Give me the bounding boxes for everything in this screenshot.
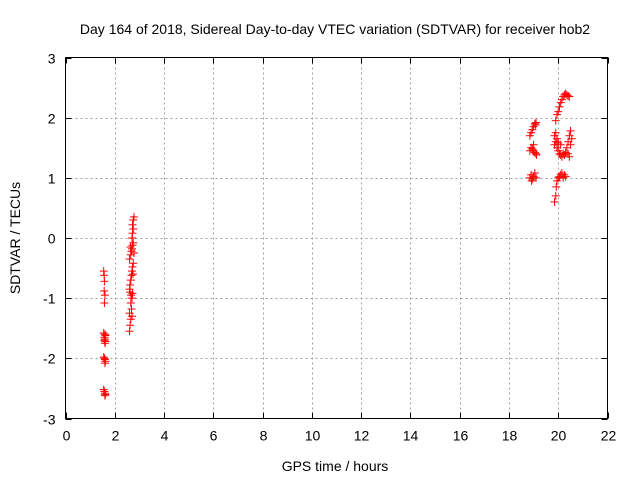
x-tick-label: 2 bbox=[112, 428, 120, 444]
data-point bbox=[527, 176, 536, 185]
data-point bbox=[551, 191, 560, 200]
data-point bbox=[551, 128, 560, 137]
x-tick-label: 12 bbox=[354, 428, 370, 444]
data-point bbox=[126, 298, 135, 307]
grid-layer bbox=[65, 57, 608, 419]
data-point bbox=[530, 169, 539, 178]
data-point bbox=[552, 182, 561, 191]
plot-frame bbox=[65, 57, 608, 419]
data-point bbox=[554, 107, 563, 116]
data-point bbox=[532, 150, 541, 159]
y-tick-label: -2 bbox=[43, 351, 56, 367]
marks-layer bbox=[99, 89, 576, 400]
data-point bbox=[126, 243, 135, 252]
data-point bbox=[530, 119, 539, 128]
data-point bbox=[567, 134, 576, 143]
data-point bbox=[100, 291, 109, 300]
x-axis-label: GPS time / hours bbox=[282, 458, 389, 474]
data-point bbox=[561, 172, 570, 181]
x-tick-label: 6 bbox=[210, 428, 218, 444]
data-point bbox=[550, 197, 559, 206]
data-point bbox=[126, 321, 135, 330]
data-point bbox=[129, 212, 138, 221]
data-point bbox=[100, 286, 109, 295]
data-point bbox=[565, 152, 574, 161]
data-point bbox=[125, 255, 134, 264]
data-point bbox=[129, 238, 138, 247]
data-point bbox=[560, 170, 569, 179]
data-point bbox=[552, 134, 561, 143]
data-point bbox=[532, 173, 541, 182]
data-point bbox=[551, 116, 560, 125]
x-tick-label: 8 bbox=[260, 428, 268, 444]
data-point bbox=[128, 220, 137, 229]
data-point bbox=[531, 120, 540, 129]
data-point bbox=[565, 92, 574, 101]
data-point bbox=[126, 250, 135, 259]
y-tick-label: -3 bbox=[43, 412, 56, 428]
data-point bbox=[566, 140, 575, 149]
chart-title: Day 164 of 2018, Sidereal Day-to-day VTE… bbox=[80, 21, 590, 37]
data-point bbox=[100, 298, 109, 307]
x-tick-label: 18 bbox=[502, 428, 518, 444]
y-axis-label: SDTVAR / TECUs bbox=[7, 182, 23, 294]
x-tick-label: 0 bbox=[63, 428, 71, 444]
y-tick-label: -1 bbox=[43, 291, 56, 307]
y-tick-label: 0 bbox=[48, 231, 56, 247]
data-point bbox=[566, 126, 575, 135]
data-point bbox=[127, 291, 136, 300]
data-point bbox=[556, 140, 565, 149]
data-point bbox=[126, 276, 135, 285]
y-tick-label: 3 bbox=[48, 51, 56, 67]
x-tick-label: 14 bbox=[403, 428, 419, 444]
data-point bbox=[129, 224, 138, 233]
data-point bbox=[100, 391, 109, 400]
data-point bbox=[128, 229, 137, 238]
x-tick-label: 10 bbox=[305, 428, 321, 444]
data-point bbox=[127, 304, 136, 313]
data-point bbox=[129, 249, 138, 258]
data-point bbox=[129, 259, 138, 268]
x-tick-label: 4 bbox=[161, 428, 169, 444]
data-point bbox=[100, 359, 109, 368]
data-point bbox=[99, 385, 108, 394]
data-point bbox=[100, 277, 109, 286]
data-point bbox=[555, 102, 564, 111]
data-point bbox=[564, 92, 573, 101]
data-point bbox=[529, 140, 538, 149]
x-tick-label: 22 bbox=[601, 428, 617, 444]
y-tick-label: 2 bbox=[48, 111, 56, 127]
data-point bbox=[129, 270, 138, 279]
x-tick-label: 20 bbox=[551, 428, 567, 444]
data-point bbox=[128, 312, 137, 321]
x-tick-label: 16 bbox=[453, 428, 469, 444]
data-point bbox=[128, 262, 137, 271]
data-point bbox=[126, 280, 135, 289]
data-point bbox=[100, 339, 109, 348]
y-tick-label: 1 bbox=[48, 171, 56, 187]
